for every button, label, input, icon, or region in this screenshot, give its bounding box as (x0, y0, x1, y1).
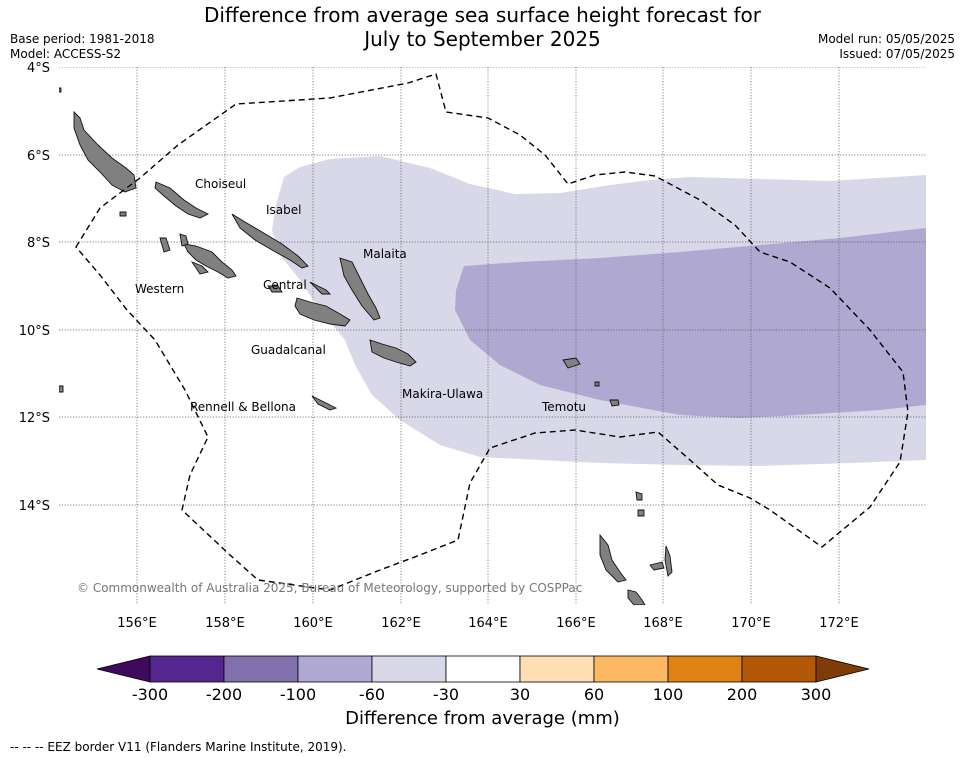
lat-label-14s: 14°S (19, 499, 50, 514)
lat-label-8s: 8°S (27, 236, 50, 251)
label-central: Central (263, 278, 307, 292)
island-santa-cruz (562, 357, 581, 369)
colorbar-extend-min (96, 655, 151, 683)
island-ambae (649, 561, 665, 571)
island-rendova (190, 261, 209, 275)
lon-label-164e: 164°E (468, 616, 508, 631)
model-run: Model run: 05/05/2025 (817, 32, 955, 46)
meta-left: Base period: 1981-2018 Model: ACCESS-S2 (10, 32, 155, 62)
lon-label-156e: 156°E (117, 616, 157, 631)
colorbar-segment-3 (297, 655, 373, 683)
island-nggela (267, 285, 283, 293)
island-vella (159, 237, 171, 253)
island-banks-2 (637, 509, 645, 517)
island-tikopia (594, 381, 600, 387)
cbar-tick-200: 200 (727, 685, 758, 704)
lon-label-158e: 158°E (205, 616, 245, 631)
cbar-tick-minus60: -60 (359, 685, 385, 704)
island-choiseul (73, 110, 137, 193)
map-area (59, 67, 926, 605)
island-rennell (311, 395, 338, 411)
island-guadalcanal (294, 297, 351, 327)
colorbar-extend-max (815, 655, 870, 683)
colorbar-segment-7 (593, 655, 669, 683)
lon-label-168e: 168°E (643, 616, 683, 631)
issued-date: Issued: 07/05/2025 (839, 47, 955, 61)
copyright-text: © Commonwealth of Australia 2025, Bureau… (77, 581, 582, 595)
base-period: Base period: 1981-2018 (10, 32, 155, 46)
cbar-tick-minus200: -200 (206, 685, 242, 704)
label-choiseul: Choiseul (195, 177, 246, 191)
model-name: Model: ACCESS-S2 (10, 47, 122, 61)
gridlines (59, 67, 926, 605)
colorbar-segment-5 (445, 655, 521, 683)
label-malaita: Malaita (363, 247, 407, 261)
colorbar-segment-1 (149, 655, 225, 683)
island-maewo (664, 545, 673, 577)
lon-label-170e: 170°E (731, 616, 771, 631)
island-santa-isabel (231, 213, 309, 269)
lon-label-160e: 160°E (293, 616, 333, 631)
colorbar-title: Difference from average (mm) (345, 708, 620, 729)
meta-right: Model run: 05/05/2025 Issued: 07/05/2025 (818, 32, 955, 62)
label-rennell-bellona: Rennell & Bellona (190, 400, 296, 414)
colorbar-segment-6 (519, 655, 595, 683)
lat-label-6s: 6°S (27, 149, 50, 164)
latitude-labels: 4°S 6°S 8°S 10°S 12°S 14°S (19, 61, 50, 514)
title-line-1: Difference from average sea surface heig… (203, 3, 762, 27)
anomaly-band-medium (455, 228, 926, 418)
lon-label-162e: 162°E (381, 616, 421, 631)
cbar-tick-minus30: -30 (433, 685, 459, 704)
island-shortland (119, 211, 127, 217)
cbar-tick-60: 60 (584, 685, 604, 704)
lat-label-4s: 4°S (27, 61, 50, 76)
map-title: Difference from average sea surface heig… (0, 3, 965, 51)
longitude-labels: 156°E 158°E 160°E 162°E 164°E 166°E 168°… (117, 616, 859, 631)
colorbar-segment-9 (741, 655, 817, 683)
cbar-tick-minus300: -300 (132, 685, 168, 704)
cbar-tick-30: 30 (510, 685, 530, 704)
island-ontong (59, 87, 62, 93)
label-makira-ulawa: Makira-Ulawa (402, 387, 483, 401)
label-western: Western (135, 282, 184, 296)
lon-label-172e: 172°E (819, 616, 859, 631)
colorbar-segment-4 (371, 655, 447, 683)
colorbar-segment-2 (223, 655, 299, 683)
eez-legend: -- -- -- EEZ border V11 (Flanders Marine… (10, 740, 347, 754)
lat-label-12s: 12°S (19, 411, 50, 426)
colorbar (96, 655, 870, 683)
island-small-west (59, 385, 64, 393)
cbar-tick-300: 300 (801, 685, 832, 704)
lon-label-166e: 166°E (556, 616, 596, 631)
island-malaita (339, 257, 381, 321)
colorbar-segment-8 (667, 655, 743, 683)
cbar-tick-100: 100 (653, 685, 684, 704)
island-russell (309, 281, 332, 295)
island-new-georgia (183, 243, 237, 279)
lat-label-10s: 10°S (19, 324, 50, 339)
label-temotu: Temotu (541, 400, 586, 414)
label-isabel: Isabel (266, 203, 301, 217)
island-kolombangara (179, 233, 189, 247)
islands (59, 87, 673, 605)
title-line-2: July to September 2025 (364, 27, 601, 51)
label-guadalcanal: Guadalcanal (251, 343, 326, 357)
cbar-tick-minus100: -100 (280, 685, 316, 704)
island-makira (369, 339, 417, 367)
island-malakula (627, 589, 646, 605)
island-banks (635, 491, 643, 501)
colorbar-ticks: -300 -200 -100 -60 -30 30 60 100 200 300 (132, 685, 831, 704)
island-espiritu-santo (599, 533, 627, 583)
eez-border (75, 73, 909, 591)
province-labels: Choiseul Isabel Malaita Western Central … (135, 177, 586, 414)
island-vanikoro (609, 399, 620, 407)
island-choiseul-east (154, 181, 210, 219)
